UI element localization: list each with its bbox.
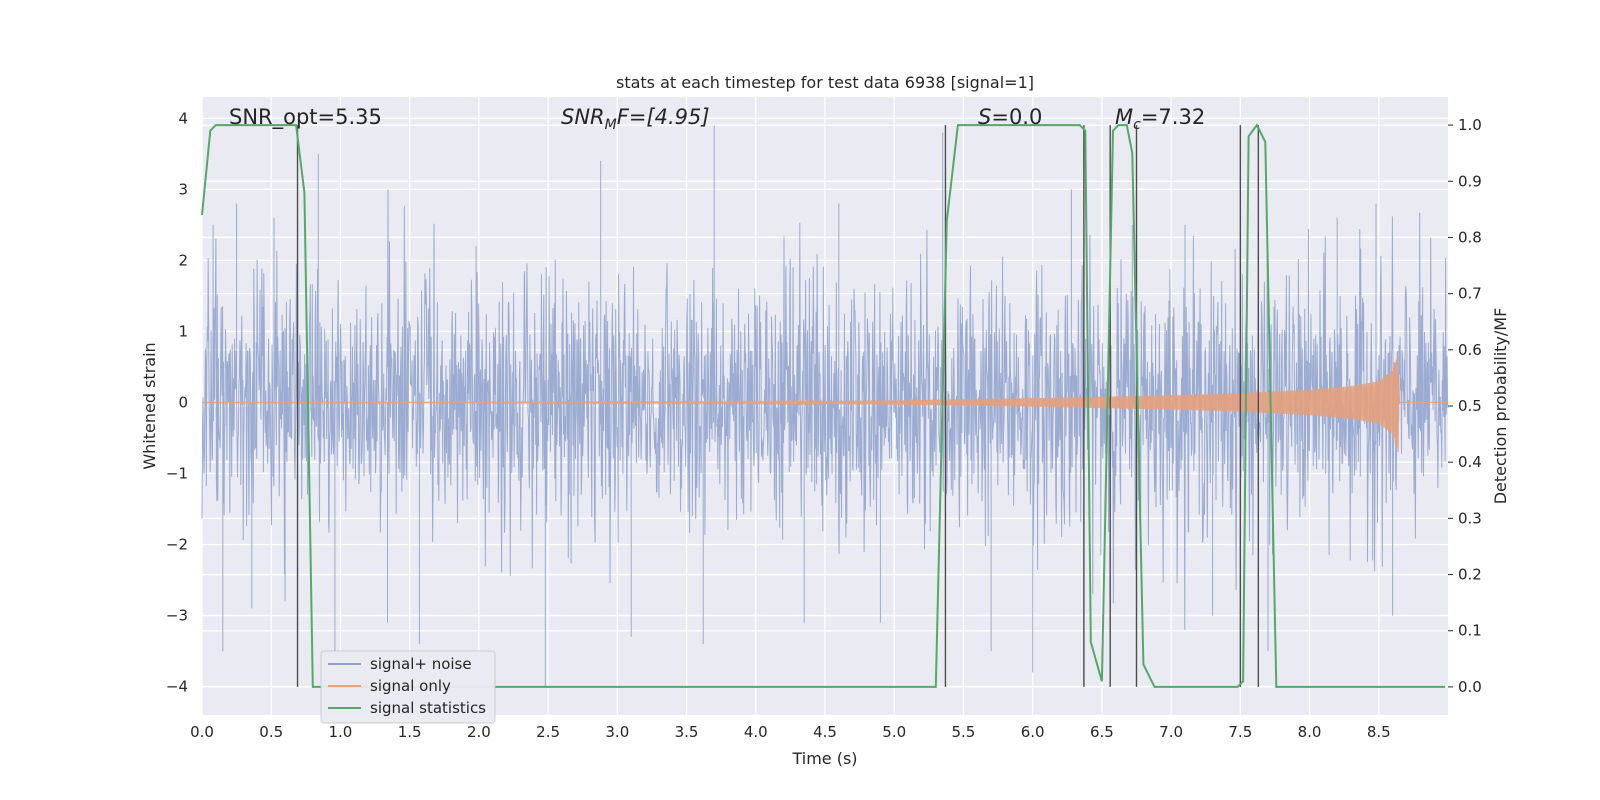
legend-label-noise: signal+ noise <box>370 655 472 673</box>
snr-mf-sub: M <box>605 117 617 133</box>
x-tick-label: 1.5 <box>398 723 422 741</box>
x-tick-label: 7.5 <box>1228 723 1252 741</box>
y-tick-label-right: 0.7 <box>1458 285 1482 303</box>
s-rest: =0.0 <box>991 105 1042 129</box>
x-tick-label: 3.5 <box>675 723 699 741</box>
x-tick-label: 4.0 <box>744 723 768 741</box>
s-base: S <box>978 105 991 129</box>
y-tick-label-right: 0.0 <box>1458 678 1482 696</box>
y-tick-label-left: −1 <box>166 464 188 482</box>
x-tick-label: 5.5 <box>952 723 976 741</box>
y-tick-label-left: −2 <box>166 536 188 554</box>
signal-statistics-series <box>201 123 1446 688</box>
y-tick-label-right: 0.6 <box>1458 341 1482 359</box>
y-tick-label-right: 0.2 <box>1458 566 1482 584</box>
annotation-snr-mf: SNRMF=[4.95] <box>561 105 710 133</box>
y-tick-label-left: 4 <box>178 109 188 127</box>
legend-label-stats: signal statistics <box>370 699 486 717</box>
y-tick-label-left: 2 <box>178 251 188 269</box>
mc-base: M <box>1115 105 1133 129</box>
y-axis-label-right: Detection probability/MF <box>1491 308 1510 505</box>
x-tick-label: 8.5 <box>1367 723 1391 741</box>
y-tick-label-left: 3 <box>178 180 188 198</box>
snr-mf-base: SNR <box>561 105 605 129</box>
mc-rest: =7.32 <box>1141 105 1205 129</box>
legend: signal+ noise signal only signal statist… <box>320 650 496 724</box>
x-tick-label: 7.0 <box>1159 723 1183 741</box>
annotation-snr-opt: SNR_opt=5.35 <box>229 105 382 130</box>
y-tick-label-right: 0.4 <box>1458 453 1482 471</box>
snr-mf-rest: F=[4.95] <box>617 105 710 129</box>
x-axis-label: Time (s) <box>791 749 857 768</box>
y-tick-label-right: 0.5 <box>1458 397 1482 415</box>
x-tick-label: 3.0 <box>605 723 629 741</box>
annotation-mc: Mc=7.32 <box>1115 105 1205 133</box>
y-tick-label-right: 1.0 <box>1458 116 1482 134</box>
x-tick-label: 6.0 <box>1021 723 1045 741</box>
y-tick-label-right: 0.3 <box>1458 509 1482 527</box>
y-tick-label-right: 0.1 <box>1458 622 1482 640</box>
y-tick-label-left: −3 <box>166 607 188 625</box>
y-tick-label-left: 0 <box>178 393 188 411</box>
x-tick-label: 2.5 <box>536 723 560 741</box>
y-tick-label-right: 0.9 <box>1458 172 1482 190</box>
y-axis-label-left: Whitened strain <box>140 342 159 469</box>
x-tick-label: 2.0 <box>467 723 491 741</box>
chart-title: stats at each timestep for test data 693… <box>616 73 1034 92</box>
x-tick-label: 5.0 <box>882 723 906 741</box>
x-tick-label: 6.5 <box>1090 723 1114 741</box>
vertical-markers <box>296 125 1260 687</box>
x-tick-label: 0.0 <box>190 723 214 741</box>
x-tick-label: 8.0 <box>1298 723 1322 741</box>
x-tick-label: 0.5 <box>259 723 283 741</box>
x-tick-label: 4.5 <box>813 723 837 741</box>
annotation-s: S=0.0 <box>978 105 1042 129</box>
y-tick-label-left: 1 <box>178 322 188 340</box>
signal-statistics-line <box>201 123 1446 688</box>
tick-labels: 0.0 0.5 1.0 1.5 2.0 2.5 3.0 3.5 4.0 4.5 5.0 5.5 6.0 6… <box>166 109 1482 741</box>
y-tick-label-left: −4 <box>166 678 188 696</box>
mc-sub: c <box>1133 117 1141 133</box>
x-tick-label: 1.0 <box>329 723 353 741</box>
legend-label-signal: signal only <box>370 677 451 695</box>
y-tick-label-right: 0.8 <box>1458 228 1482 246</box>
legend-box <box>320 650 496 724</box>
